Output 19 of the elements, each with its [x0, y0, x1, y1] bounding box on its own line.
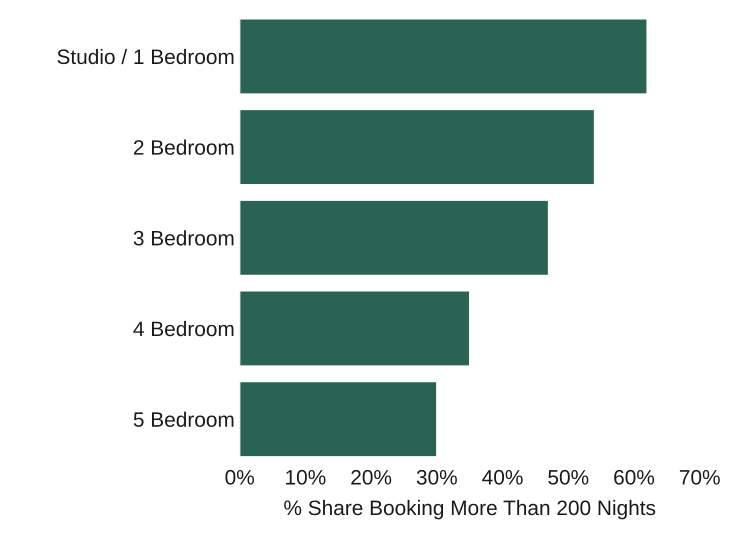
- bar: [240, 290, 470, 367]
- x-tick-label: 50%: [548, 470, 588, 485]
- y-tick-label: 2 Bedroom: [134, 140, 234, 155]
- bar: [240, 380, 438, 458]
- bar: [240, 108, 596, 186]
- x-tick-label: 0%: [225, 470, 254, 485]
- x-tick-label: 10%: [286, 470, 326, 485]
- y-tick-label: 4 Bedroom: [133, 320, 234, 336]
- x-tick-label: 40%: [482, 470, 523, 485]
- x-tick-label: 30%: [416, 470, 457, 485]
- bar: [240, 18, 648, 95]
- x-axis-title: % Share Booking More Than 200 Nights: [284, 500, 656, 520]
- y-tick-label: 3 Bedroom: [134, 230, 234, 246]
- bar: [240, 199, 550, 276]
- y-tick-label: Studio / 1 Bedroom: [57, 48, 234, 64]
- y-tick-label: 5 Bedroom: [134, 412, 234, 427]
- x-tick-label: 70%: [680, 470, 720, 485]
- x-tick-label: 60%: [614, 470, 654, 485]
- x-tick-label: 20%: [351, 470, 392, 485]
